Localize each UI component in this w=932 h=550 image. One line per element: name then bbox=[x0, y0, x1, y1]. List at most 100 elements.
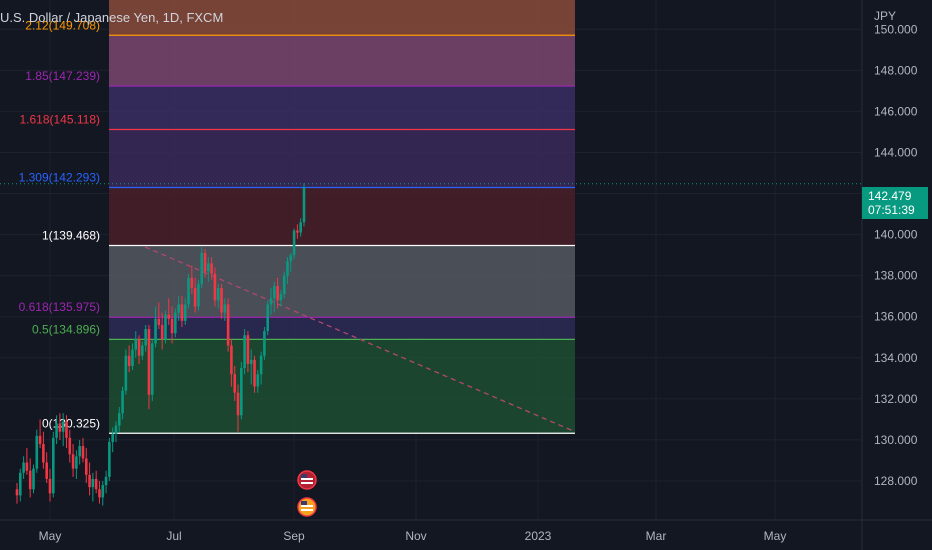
time-tick-label: Mar bbox=[646, 529, 667, 543]
price-tick-label: 148.000 bbox=[874, 63, 918, 77]
candle-body bbox=[88, 474, 91, 488]
price-tick-label: 138.000 bbox=[874, 269, 918, 283]
price-tick-label: 146.000 bbox=[874, 104, 918, 118]
candle-body bbox=[45, 462, 48, 479]
candle-body bbox=[256, 374, 260, 387]
candle-body bbox=[226, 304, 230, 346]
candle-body bbox=[127, 355, 131, 367]
candle-body bbox=[32, 468, 35, 490]
candle-body bbox=[273, 285, 276, 299]
candle-body bbox=[223, 304, 227, 313]
candle-body bbox=[236, 392, 240, 416]
candle-body bbox=[282, 275, 286, 295]
flag-canton bbox=[301, 474, 307, 478]
candle-body bbox=[15, 489, 19, 496]
time-tick-label: Nov bbox=[405, 529, 426, 543]
candle-body bbox=[101, 485, 105, 498]
candle-body bbox=[84, 458, 88, 475]
candle-body bbox=[71, 454, 75, 469]
candle-body bbox=[276, 285, 279, 301]
price-tick-label: 140.000 bbox=[874, 228, 918, 242]
candle-body bbox=[117, 413, 121, 426]
candle-body bbox=[170, 318, 174, 334]
candle-body bbox=[157, 318, 161, 325]
candle-body bbox=[154, 318, 157, 344]
candle-body bbox=[150, 343, 154, 395]
candle-body bbox=[35, 435, 39, 469]
candle-body bbox=[292, 230, 296, 256]
candle-body bbox=[22, 462, 25, 473]
fib-label: 0.618(135.975) bbox=[19, 300, 100, 314]
candle-body bbox=[75, 456, 78, 469]
candle-body bbox=[65, 421, 68, 438]
candle-body bbox=[114, 425, 118, 434]
candle-body bbox=[147, 329, 151, 395]
fib-label: 2.12(149.708) bbox=[25, 18, 100, 32]
candle-body bbox=[253, 359, 256, 387]
flag-stripe bbox=[301, 509, 313, 511]
candle-body bbox=[197, 283, 200, 307]
candle-body bbox=[94, 478, 98, 490]
fib-zone bbox=[109, 317, 575, 340]
candle-body bbox=[266, 304, 270, 332]
candle-body bbox=[42, 444, 45, 463]
candle-body bbox=[230, 345, 233, 375]
fib-zone bbox=[109, 245, 575, 318]
fib-label: 1.618(145.118) bbox=[19, 113, 100, 127]
candle-body bbox=[131, 349, 134, 367]
fib-label: 1(139.468) bbox=[42, 229, 100, 243]
candle-body bbox=[203, 253, 207, 272]
candle-body bbox=[164, 314, 167, 340]
candle-body bbox=[55, 423, 58, 438]
countdown-timer: 07:51:39 bbox=[868, 203, 915, 217]
candle-body bbox=[200, 253, 204, 284]
flag-stripe bbox=[301, 478, 313, 480]
time-tick-label: 2023 bbox=[525, 529, 552, 543]
fib-zone bbox=[109, 85, 575, 130]
candle-body bbox=[38, 435, 42, 445]
candle-body bbox=[98, 489, 101, 498]
flag-canton bbox=[301, 501, 307, 505]
candle-body bbox=[210, 263, 213, 274]
candle-body bbox=[269, 298, 273, 305]
fib-zone bbox=[109, 129, 575, 188]
candle-body bbox=[58, 423, 62, 432]
fib-label: 0(130.325) bbox=[42, 416, 100, 430]
candle-body bbox=[190, 277, 194, 288]
fib-zone bbox=[109, 0, 575, 36]
candle-body bbox=[144, 329, 147, 346]
candle-body bbox=[104, 476, 108, 486]
currency-label: JPY bbox=[874, 9, 896, 23]
candle-body bbox=[286, 261, 289, 276]
candle-body bbox=[167, 314, 171, 319]
price-tick-label: 130.000 bbox=[874, 433, 918, 447]
flag-stripe bbox=[301, 505, 313, 507]
candle-body bbox=[246, 335, 250, 364]
candle-body bbox=[213, 273, 217, 301]
candle-body bbox=[187, 277, 190, 305]
price-tick-label: 134.000 bbox=[874, 351, 918, 365]
candle-body bbox=[111, 433, 114, 442]
candle-body bbox=[51, 437, 55, 494]
candle-body bbox=[177, 304, 180, 313]
time-tick-label: Sep bbox=[283, 529, 305, 543]
candle-body bbox=[259, 355, 263, 375]
candle-body bbox=[141, 345, 144, 356]
flag-stripe bbox=[301, 482, 313, 484]
candle-body bbox=[302, 187, 306, 223]
candle-body bbox=[18, 472, 22, 496]
candle-body bbox=[279, 294, 283, 301]
candle-body bbox=[121, 390, 124, 414]
candle-body bbox=[289, 255, 293, 262]
candle-body bbox=[160, 324, 164, 340]
candle-body bbox=[220, 287, 223, 313]
candle-body bbox=[78, 446, 81, 457]
candle-body bbox=[25, 462, 29, 471]
candle-body bbox=[296, 230, 299, 233]
trendline bbox=[144, 246, 576, 433]
candle-body bbox=[28, 470, 32, 490]
time-tick-label: May bbox=[764, 529, 787, 543]
last-price-tag: 142.479 07:51:39 bbox=[862, 187, 928, 219]
candle-body bbox=[263, 331, 266, 356]
